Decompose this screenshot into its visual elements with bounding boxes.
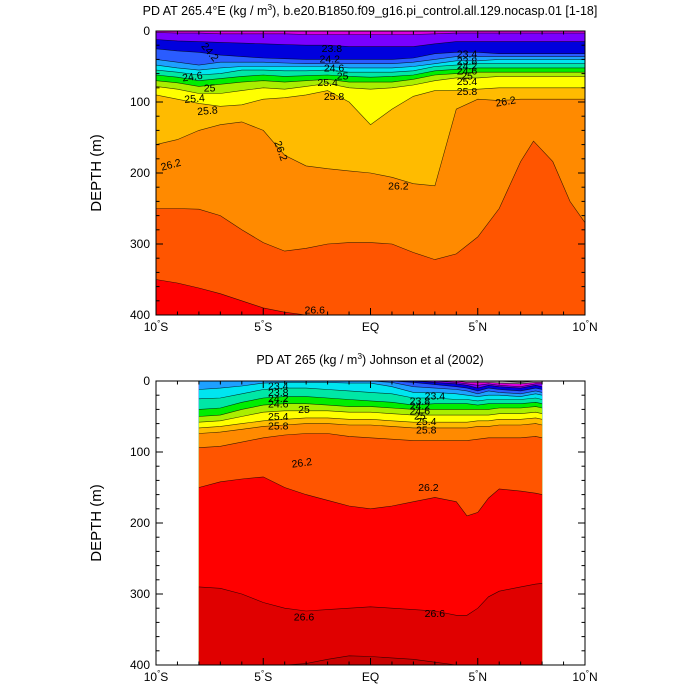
isopycnal-line <box>155 67 585 82</box>
contour-label: 25 <box>204 83 216 95</box>
contour-label: 25.8 <box>197 104 219 118</box>
isopycnal-line <box>198 396 543 410</box>
contour-label: 24.6 <box>324 63 345 75</box>
axes: 10°S 5°S EQ 5°N 10°N 0 100 200 300 400 <box>130 374 598 684</box>
contour-label: 23.4 <box>268 381 289 393</box>
contour-label: 26.2 <box>291 456 313 471</box>
contour-label: 24.2 <box>268 393 289 405</box>
isopycnal-line <box>156 140 586 260</box>
isopycnal-line <box>155 59 585 71</box>
x-tick-label: 10°N <box>572 669 597 684</box>
isopycnal-line <box>155 76 585 94</box>
contour-label: 23.8 <box>268 387 289 399</box>
contour-label: 25 <box>298 404 310 416</box>
y-tick-label: 100 <box>130 445 150 459</box>
contour-label: 25 <box>337 70 349 82</box>
contour-labels: 24.224.62525.425.826.226.223.824.224.625… <box>160 41 517 317</box>
contour-label: 23.8 <box>457 56 478 68</box>
isopycnal-line <box>198 417 543 429</box>
y-tick-label: 400 <box>130 308 150 322</box>
density-band <box>198 583 543 665</box>
y-tick-label: 200 <box>130 516 150 530</box>
isopycnal-line <box>155 63 585 76</box>
x-tick-label: 5°S <box>254 319 272 334</box>
x-tick-label: 10°S <box>144 669 169 684</box>
contour-label: 25.4 <box>317 77 338 89</box>
x-tick-label: EQ <box>362 320 379 334</box>
y-tick-label: 0 <box>143 24 150 38</box>
isopycnal-line <box>198 410 543 423</box>
contour-label: 26.2 <box>388 180 409 192</box>
contour-label: 23.8 <box>410 396 431 408</box>
contour-label: 26.6 <box>425 608 446 620</box>
contour-label: 25.4 <box>268 411 289 423</box>
y-tick-label: 300 <box>130 237 150 251</box>
contour-label: 24.2 <box>457 61 478 73</box>
contour-label: 25.4 <box>184 92 206 106</box>
contour-label: 24.6 <box>410 406 431 418</box>
isopycnal-line <box>155 87 585 126</box>
contour-label: 25.8 <box>324 91 345 103</box>
isopycnal-line <box>198 387 543 402</box>
contour-label: 26.2 <box>160 157 183 174</box>
isopycnal-line <box>198 423 543 434</box>
panel-observed-section: PD AT 265 (kg / m3) Johnson et al (2002)… <box>88 351 598 684</box>
contour-label: 23.8 <box>322 43 343 55</box>
contour-label: 26.2 <box>495 94 517 109</box>
isopycnal-line <box>155 56 585 66</box>
contour-label: 26.6 <box>294 611 315 623</box>
panel-title: PD AT 265 (kg / m3) Johnson et al (2002) <box>256 351 483 367</box>
contour-label: 25.4 <box>457 76 478 88</box>
contour-label: 24.6 <box>268 398 289 410</box>
isopycnal-line <box>155 71 585 87</box>
isopycnal-line <box>155 32 585 35</box>
x-tick-label: 5°N <box>468 319 487 334</box>
isopycnal-line <box>198 476 543 517</box>
isopycnal-line <box>155 39 585 47</box>
y-axis-label: DEPTH (m) <box>88 484 105 562</box>
density-band <box>156 141 585 315</box>
y-tick-label: 200 <box>130 166 150 180</box>
y-tick-label: 400 <box>130 658 150 672</box>
contour-label: 26.6 <box>305 305 326 317</box>
x-tick-label: 10°S <box>144 319 169 334</box>
contour-label: 24.2 <box>410 401 431 413</box>
y-tick-label: 100 <box>130 95 150 109</box>
contour-label: 23.4 <box>425 391 446 403</box>
isopycnal-line <box>155 48 585 60</box>
isopycnal-line <box>198 382 543 397</box>
x-tick-label: EQ <box>362 670 379 684</box>
y-tick-label: 0 <box>143 374 150 388</box>
density-band <box>156 279 585 315</box>
x-tick-label: 10°N <box>572 319 597 334</box>
y-tick-label: 300 <box>130 587 150 601</box>
isopycnal-line <box>198 433 543 448</box>
isopycnal-line <box>155 98 585 187</box>
contour-label: 25 <box>414 411 426 423</box>
contour-label: 24.6 <box>457 65 478 77</box>
contour-labels: 23.423.824.224.6 2525.425.826.226.623.423… <box>268 381 445 624</box>
contour-label: 25.4 <box>416 416 437 428</box>
x-tick-label: 5°N <box>468 669 487 684</box>
isopycnal-line <box>198 403 543 417</box>
isopycnal-line <box>198 583 543 616</box>
density-fills <box>198 380 543 666</box>
density-fills <box>155 31 586 316</box>
panel-title: PD AT 265.4°E (kg / m3), b.e20.B1850.f09… <box>143 2 598 18</box>
contour-label: 24.2 <box>320 53 341 65</box>
contour-label: 26.2 <box>418 482 439 494</box>
contour-label: 25.8 <box>268 420 289 432</box>
axes: 10°S 5°S EQ 5°N 10°N 0 100 200 300 400 <box>130 24 598 334</box>
contour-label: 25 <box>461 70 473 82</box>
panel-model-section: PD AT 265.4°E (kg / m3), b.e20.B1850.f09… <box>88 2 598 334</box>
contour-label: 24.6 <box>182 70 204 85</box>
contour-label: 25.8 <box>457 86 478 98</box>
y-axis-label: DEPTH (m) <box>88 134 105 212</box>
x-tick-label: 5°S <box>254 669 272 684</box>
contour-label: 23.4 <box>457 48 478 60</box>
contour-label: 25.8 <box>416 425 437 437</box>
